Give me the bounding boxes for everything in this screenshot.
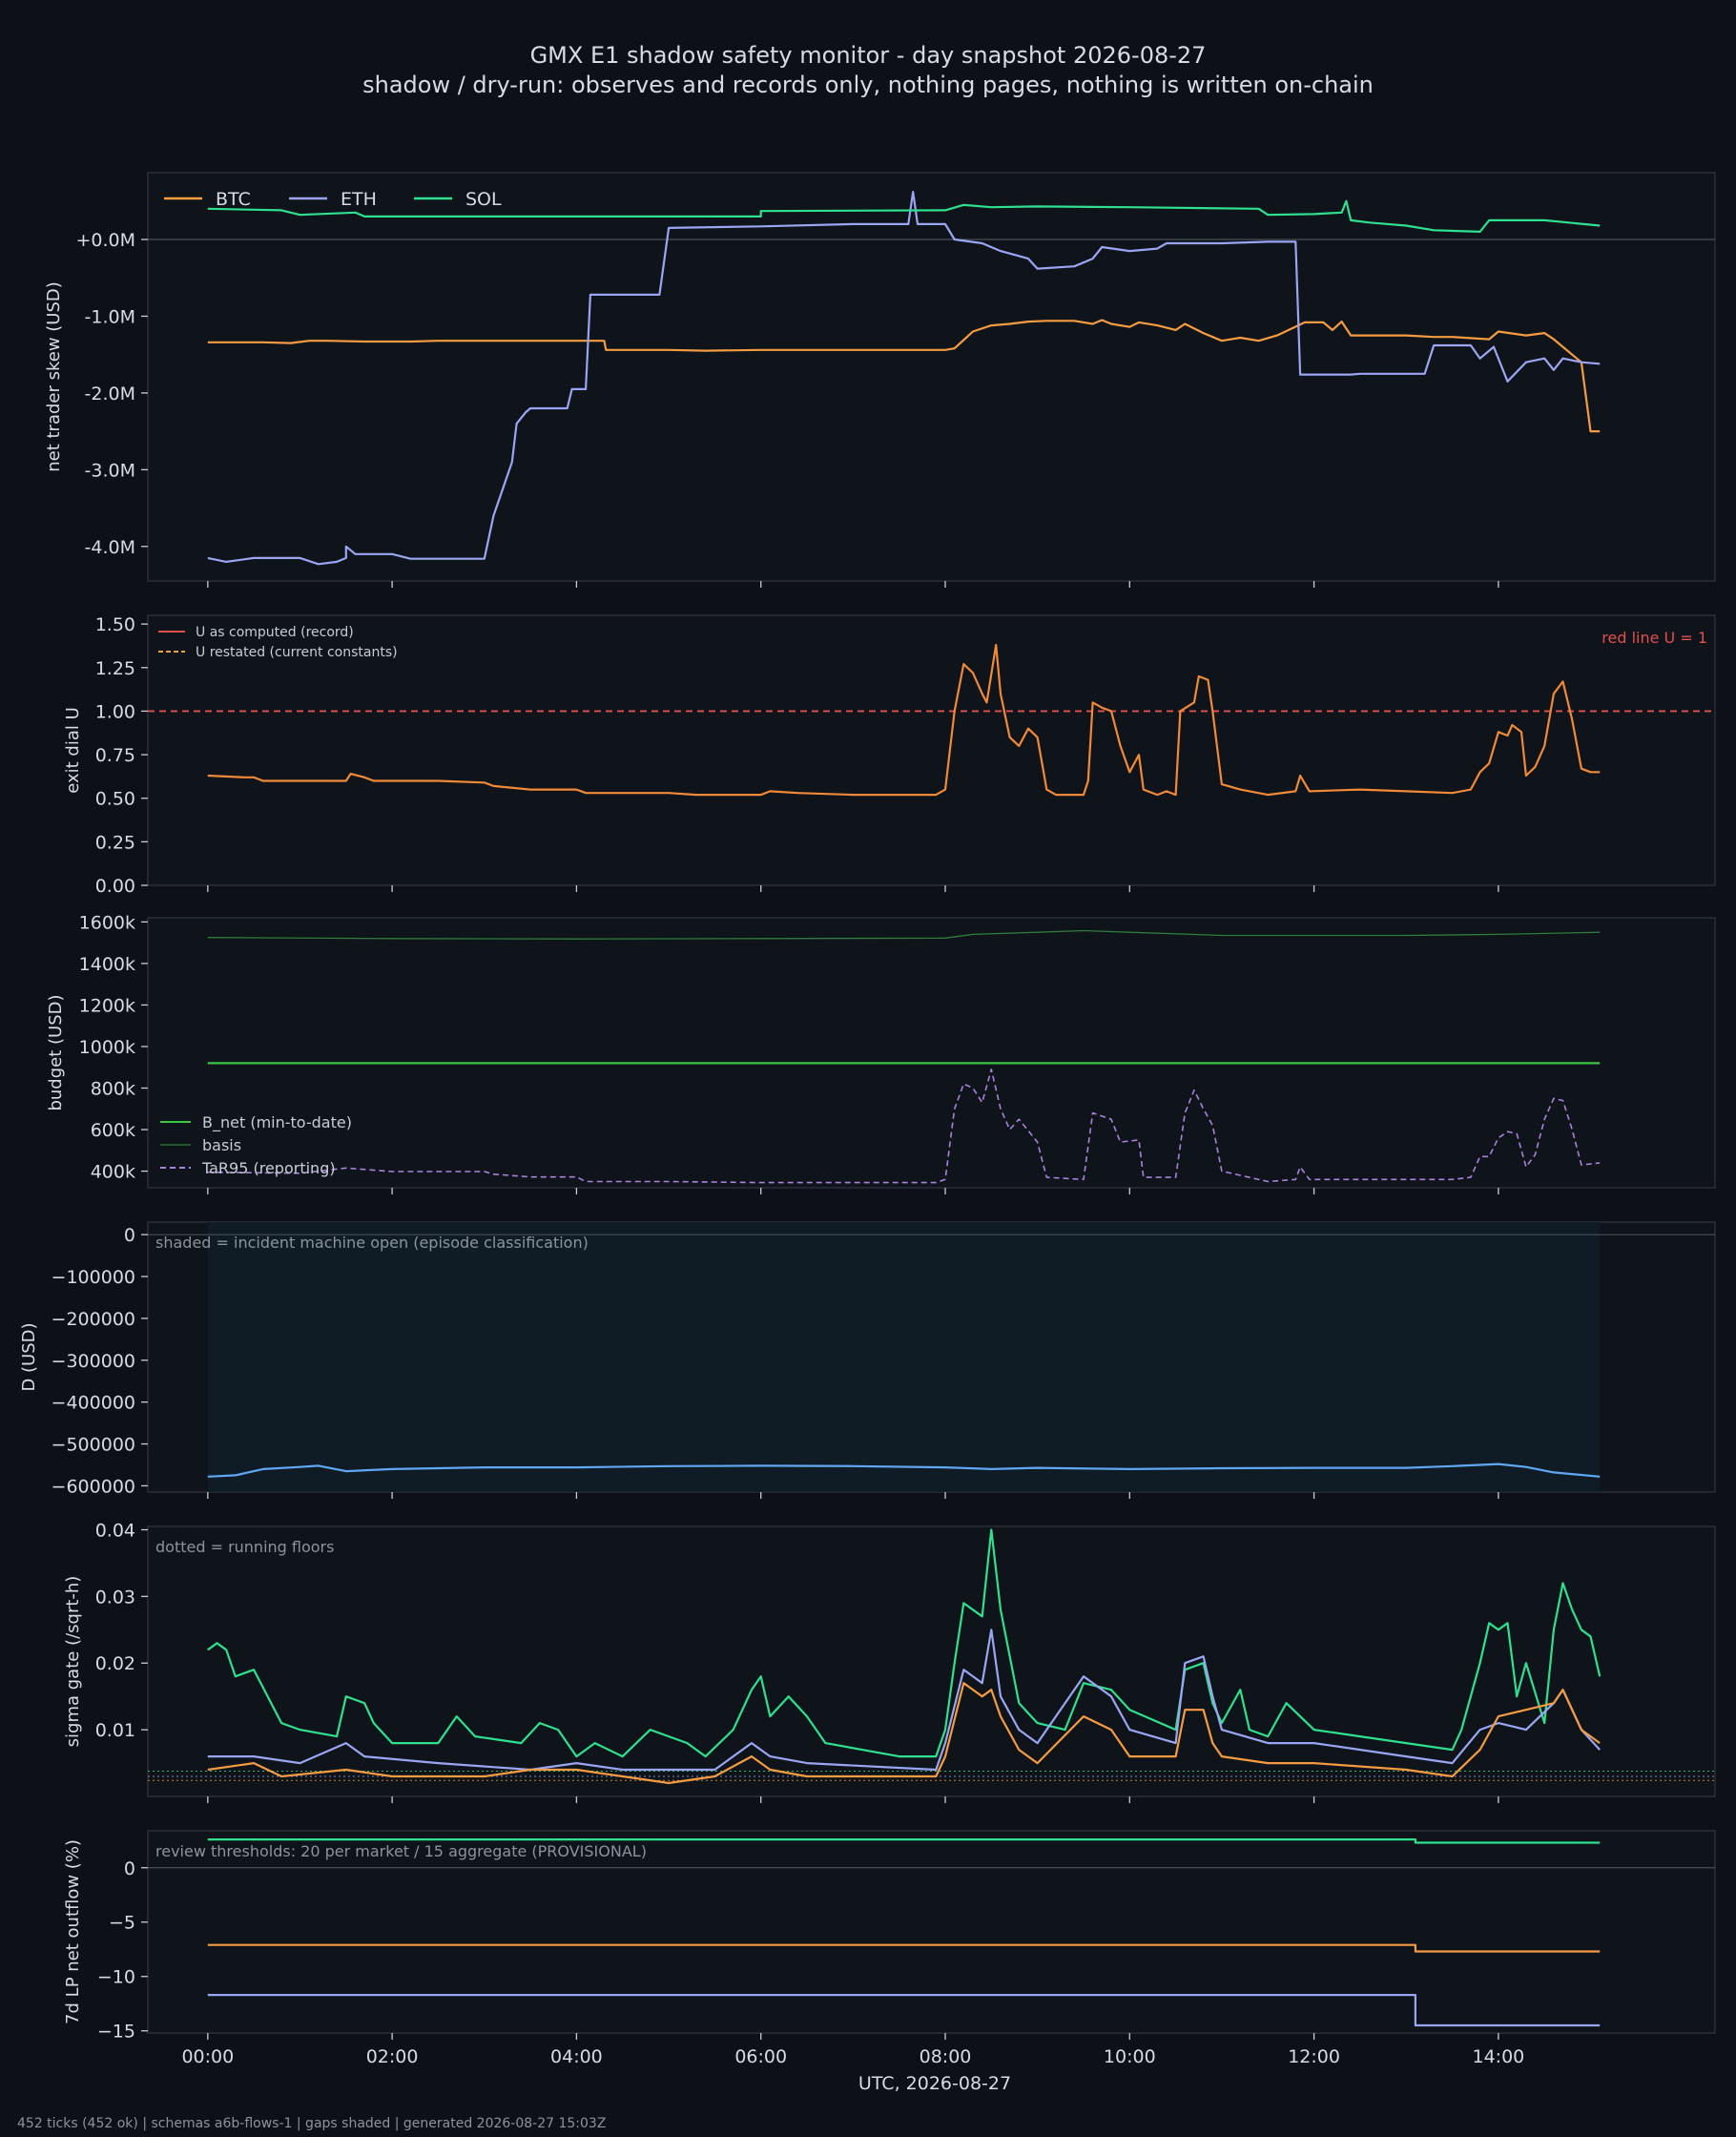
x-tick-label: 12:00	[1288, 2046, 1340, 2067]
figure-subtitle: shadow / dry-run: observes and records o…	[362, 72, 1374, 98]
y-tick-label: 1.00	[95, 701, 135, 722]
y-tick-label: −15	[97, 2022, 135, 2043]
series-line-btc	[207, 319, 1601, 433]
y-axis-label: net trader skew (USD)	[44, 281, 64, 472]
y-tick-label: 1200k	[79, 995, 135, 1016]
panel-annotation: review thresholds: 20 per market / 15 ag…	[155, 1842, 647, 1860]
legend-entry: ETH	[341, 189, 377, 210]
y-tick-label: 1.50	[95, 614, 135, 635]
incident-shade	[207, 1222, 1601, 1492]
footer-status: 452 ticks (452 ok) | schemas a6b-flows-1…	[17, 2116, 606, 2131]
y-tick-label: 0.02	[95, 1653, 135, 1674]
plot-area	[147, 1525, 1716, 1797]
plot-area	[147, 614, 1716, 886]
y-tick-label: −200000	[52, 1309, 135, 1330]
y-tick-label: 0.75	[95, 745, 135, 766]
x-axis-label: UTC, 2026-08-27	[858, 2073, 1011, 2094]
y-tick-label: 0	[124, 1858, 135, 1879]
y-tick-label: -1.0M	[85, 306, 135, 327]
y-tick-label: −600000	[52, 1476, 135, 1497]
panel-annotation: dotted = running floors	[155, 1538, 334, 1556]
y-axis-label: D (USD)	[19, 1322, 39, 1391]
y-axis-label: 7d LP net outflow (%)	[63, 1839, 83, 2024]
y-tick-label: 0.04	[95, 1520, 135, 1541]
legend-entry: SOL	[465, 189, 502, 210]
series-line-btc	[207, 1682, 1601, 1785]
legend-entry: U restated (current constants)	[196, 645, 398, 660]
y-axis-label: budget (USD)	[46, 994, 66, 1110]
series-line-eth	[207, 191, 1601, 566]
panel-sigma_gate: 0.04 0.03 0.02 0.01 sigma gate (/sqrt-h) dott…	[63, 1520, 1716, 1803]
y-tick-label: −5	[109, 1913, 135, 1934]
y-tick-label: 0.00	[95, 876, 135, 897]
legend-entry: U as computed (record)	[196, 625, 354, 640]
y-tick-label: -2.0M	[85, 384, 135, 405]
y-tick-label: +0.0M	[75, 230, 135, 251]
series-line-eth	[207, 1629, 1602, 1772]
y-tick-label: 0.01	[95, 1720, 135, 1741]
legend-entry: basis	[202, 1136, 241, 1154]
legend-entry: BTC	[216, 189, 251, 210]
x-tick-label: 02:00	[366, 2046, 419, 2067]
plot-area	[147, 1830, 1716, 2034]
y-tick-label: −10	[97, 1967, 135, 1988]
x-tick-label: 04:00	[550, 2046, 603, 2067]
panel-budget: 1600k 1400k 1200k 1000k 800k 600k 400k budget (…	[46, 912, 1716, 1194]
y-tick-label: 0.25	[95, 832, 135, 853]
panel-drawdown: 0 −100000 −200000 −300000 −400000 −500000 −600…	[19, 1221, 1716, 1499]
y-tick-label: −500000	[52, 1435, 135, 1456]
x-tick-label: 14:00	[1472, 2046, 1524, 2067]
plot-area	[147, 917, 1716, 1189]
y-tick-label: 600k	[91, 1120, 135, 1141]
plot-area	[147, 172, 1716, 582]
legend-entry: B_net (min-to-date)	[202, 1113, 352, 1132]
y-tick-label: -4.0M	[85, 537, 135, 558]
y-tick-label: 1.25	[95, 658, 135, 679]
y-tick-label: -3.0M	[85, 460, 135, 481]
series-line-sol	[207, 1528, 1602, 1758]
x-tick-label: 10:00	[1104, 2046, 1156, 2067]
y-tick-label: 0.03	[95, 1587, 135, 1608]
legend-entry: TaR95 (reporting)	[201, 1159, 336, 1177]
y-axis-label: sigma gate (/sqrt-h)	[63, 1576, 83, 1748]
red-line-annotation: red line U = 1	[1602, 629, 1707, 647]
series-line-btc	[207, 1943, 1601, 1953]
panel-skew: +0.0M -1.0M -2.0M -3.0M -4.0M net trader skew…	[44, 172, 1716, 588]
y-tick-label: 1400k	[79, 954, 135, 975]
series-line-sol	[207, 1837, 1601, 1844]
panel-exit_dial: 1.50 1.25 1.00 0.75 0.50 0.25 0.00 exit dial U r…	[63, 614, 1716, 897]
y-tick-label: 1600k	[79, 912, 135, 933]
series-line-d	[207, 1463, 1601, 1478]
y-tick-label: −400000	[52, 1393, 135, 1414]
panel-annotation: shaded = incident machine open (episode …	[155, 1234, 589, 1252]
x-tick-label: 08:00	[920, 2046, 972, 2067]
series-line-basis	[207, 929, 1601, 940]
figure-title: GMX E1 shadow safety monitor - day snaps…	[530, 42, 1207, 69]
y-tick-label: 800k	[91, 1079, 135, 1100]
chart-panels: +0.0M -1.0M -2.0M -3.0M -4.0M net trader skew…	[19, 172, 1716, 2067]
series-line-tar95	[207, 1068, 1601, 1184]
y-tick-label: −100000	[52, 1267, 135, 1288]
y-tick-label: 0.50	[95, 789, 135, 810]
y-tick-label: 0	[124, 1225, 135, 1246]
series-line-eth	[207, 1994, 1601, 2027]
y-tick-label: 400k	[91, 1162, 135, 1183]
x-tick-label: 00:00	[181, 2046, 234, 2067]
series-line-u	[207, 643, 1601, 797]
y-axis-label: exit dial U	[63, 707, 83, 794]
series-line-sol	[207, 199, 1601, 233]
y-tick-label: 1000k	[79, 1037, 135, 1058]
panel-lp_outflow: 0 −5 −10 −15 00:00 02:00 04:00 06:00 08:00 10:00 1…	[63, 1830, 1716, 2067]
x-tick-label: 06:00	[734, 2046, 787, 2067]
y-tick-label: −300000	[52, 1351, 135, 1372]
